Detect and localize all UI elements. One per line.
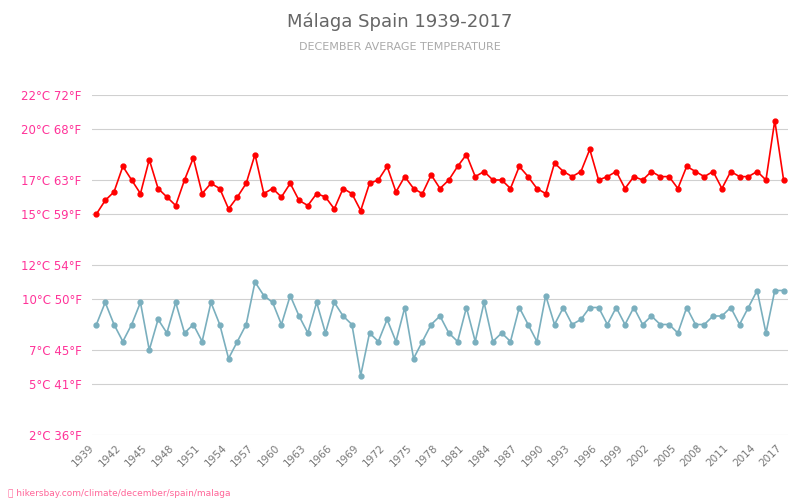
- DAY: [277, 194, 286, 200]
- Text: Málaga Spain 1939-2017: Málaga Spain 1939-2017: [287, 12, 513, 31]
- DAY: [365, 180, 374, 186]
- NIGHT: [268, 300, 278, 306]
- DAY: [778, 177, 788, 183]
- NIGHT: [778, 288, 788, 294]
- DAY: [259, 190, 269, 196]
- NIGHT: [250, 279, 260, 285]
- Text: DECEMBER AVERAGE TEMPERATURE: DECEMBER AVERAGE TEMPERATURE: [299, 42, 501, 52]
- Line: DAY: DAY: [94, 118, 786, 216]
- NIGHT: [506, 338, 515, 344]
- DAY: [594, 177, 603, 183]
- DAY: [770, 118, 779, 124]
- NIGHT: [356, 372, 366, 378]
- DAY: [92, 211, 102, 217]
- NIGHT: [611, 304, 621, 310]
- NIGHT: [92, 322, 102, 328]
- DAY: [374, 177, 383, 183]
- NIGHT: [391, 338, 401, 344]
- NIGHT: [382, 316, 392, 322]
- Line: NIGHT: NIGHT: [94, 280, 786, 378]
- DAY: [488, 177, 498, 183]
- NIGHT: [286, 292, 295, 298]
- Text: 🌐 hikersbay.com/climate/december/spain/malaga: 🌐 hikersbay.com/climate/december/spain/m…: [8, 488, 230, 498]
